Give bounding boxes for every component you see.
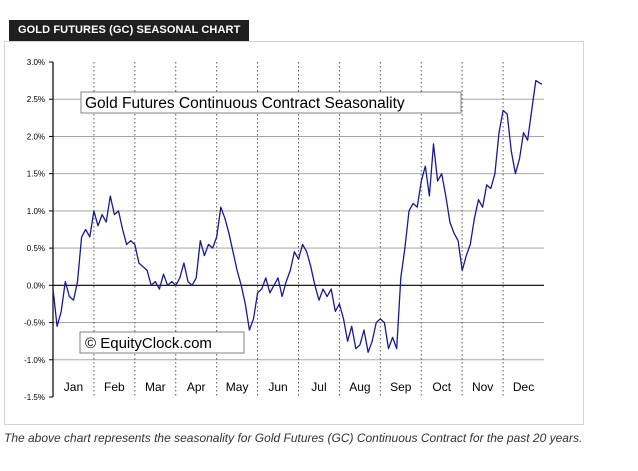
x-tick-label: Feb — [104, 380, 125, 394]
chart-caption: The above chart represents the seasonali… — [4, 431, 583, 445]
x-tick-label: Sep — [390, 380, 412, 394]
x-tick-label: Jan — [64, 380, 83, 394]
watermark: © EquityClock.com — [85, 335, 212, 352]
x-tick-label: May — [226, 380, 249, 394]
grid-layer — [53, 62, 544, 397]
y-tick-label: 1.5% — [27, 170, 45, 179]
chart-title-box: Gold Futures Continuous Contract Seasona… — [80, 91, 462, 114]
chart-section-title: GOLD FUTURES (GC) SEASONAL CHART — [9, 20, 250, 41]
chart-title: Gold Futures Continuous Contract Seasona… — [85, 95, 405, 112]
x-tick-label: Jun — [268, 380, 287, 394]
watermark-box: © EquityClock.com — [79, 331, 245, 354]
y-tick-label: 0.5% — [27, 244, 45, 253]
y-tick-label: -0.5% — [24, 319, 45, 328]
x-tick-label: Nov — [472, 380, 493, 394]
seasonality-line — [52, 79, 543, 353]
x-tick-label: Apr — [187, 380, 206, 394]
y-tick-label: 0.0% — [27, 281, 45, 290]
label-layer: -1.5% -1.0% -0.5% 0.0% 0.5% 1.0% 1.5% 2.0% 2.5% 3… — [24, 58, 534, 402]
axis-layer — [49, 61, 54, 398]
y-tick-label: 3.0% — [27, 58, 45, 67]
x-tick-label: Oct — [432, 380, 451, 394]
x-tick-label: Dec — [513, 380, 534, 394]
x-tick-label: Jul — [311, 380, 326, 394]
y-tick-label: 2.0% — [27, 132, 45, 141]
y-tick-label: 2.5% — [27, 95, 45, 104]
x-tick-label: Mar — [145, 380, 166, 394]
y-tick-label: 1.0% — [27, 207, 45, 216]
y-tick-label: -1.5% — [24, 393, 45, 402]
y-tick-label: -1.0% — [24, 356, 45, 365]
x-tick-label: Aug — [349, 380, 370, 394]
